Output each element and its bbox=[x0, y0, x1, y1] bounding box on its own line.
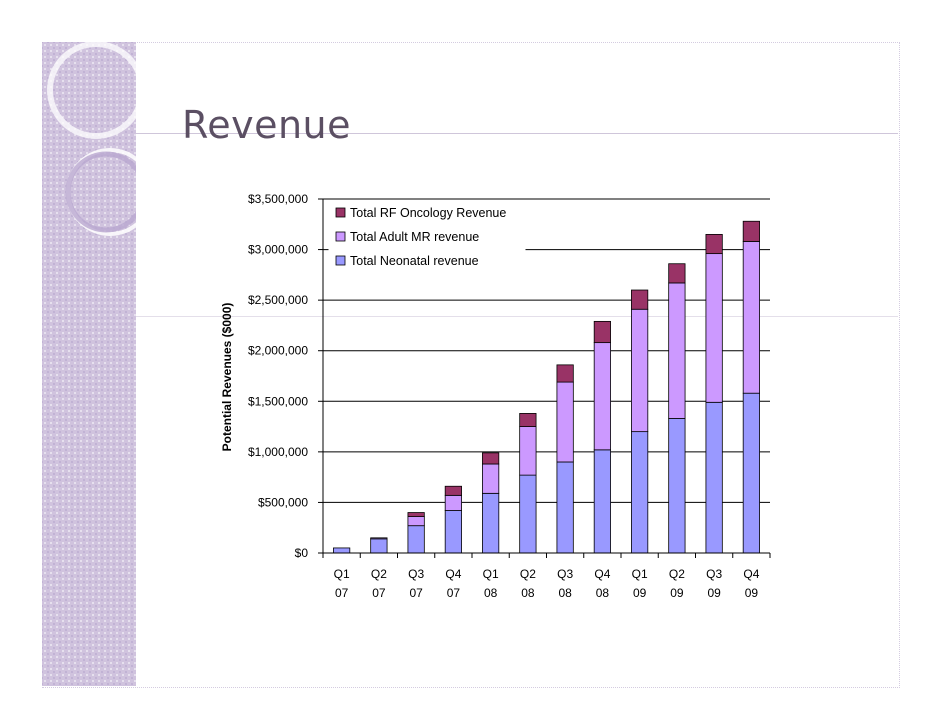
y-axis-title: Potential Revenues ($000) bbox=[220, 303, 234, 452]
legend-label: Total RF Oncology Revenue bbox=[350, 206, 506, 220]
x-tick-label: 08 bbox=[596, 586, 610, 600]
x-tick-label: Q2 bbox=[520, 567, 536, 581]
decorative-side-panel bbox=[42, 42, 136, 686]
legend-swatch bbox=[335, 255, 346, 266]
bar-segment-adult-mr bbox=[668, 282, 686, 419]
x-tick-label: 08 bbox=[521, 586, 535, 600]
bar-segment-adult-mr bbox=[519, 426, 537, 476]
bar-segment-rf-oncology bbox=[444, 485, 462, 496]
x-tick-label: 09 bbox=[633, 586, 647, 600]
decorative-divider-line bbox=[136, 316, 898, 317]
x-tick-label: Q3 bbox=[408, 567, 424, 581]
x-tick-label: 09 bbox=[670, 586, 684, 600]
bar-segment-adult-mr bbox=[482, 463, 500, 494]
bar-segment-adult-mr bbox=[631, 308, 649, 433]
legend-label: Total Adult MR revenue bbox=[350, 230, 479, 244]
bar-segment-adult-mr bbox=[705, 253, 723, 403]
bar-segment-adult-mr bbox=[444, 494, 462, 511]
x-tick-label: Q1 bbox=[632, 567, 648, 581]
y-tick-label: $3,000,000 bbox=[248, 243, 308, 257]
y-tick-label: $2,000,000 bbox=[248, 344, 308, 358]
x-tick-label: 07 bbox=[409, 586, 423, 600]
bar-segment-rf-oncology bbox=[742, 220, 760, 242]
bar-segment-rf-oncology bbox=[519, 413, 537, 427]
bar-segment-rf-oncology bbox=[631, 289, 649, 310]
x-tick-label: 07 bbox=[335, 586, 349, 600]
x-tick-label: Q4 bbox=[743, 567, 759, 581]
bar-segment-adult-mr bbox=[407, 516, 425, 527]
x-tick-label: 08 bbox=[558, 586, 572, 600]
bar-segment-neonatal bbox=[482, 492, 500, 554]
y-tick-label: $0 bbox=[295, 546, 309, 560]
decorative-circles bbox=[47, 42, 136, 236]
bar-segment-rf-oncology bbox=[593, 320, 611, 344]
legend-swatch bbox=[335, 207, 346, 218]
x-tick-label: Q4 bbox=[445, 567, 461, 581]
y-tick-label: $3,500,000 bbox=[248, 192, 308, 206]
bar-segment-neonatal bbox=[631, 431, 649, 554]
legend-swatch bbox=[335, 231, 346, 242]
x-tick-label: Q3 bbox=[557, 567, 573, 581]
y-tick-label: $500,000 bbox=[258, 495, 308, 509]
bar-segment-neonatal bbox=[556, 461, 574, 554]
bar-segment-neonatal bbox=[519, 474, 537, 554]
y-tick-label: $2,500,000 bbox=[248, 293, 308, 307]
bar-segment-neonatal bbox=[370, 538, 388, 554]
bar-segment-adult-mr bbox=[593, 342, 611, 451]
x-tick-label: 07 bbox=[447, 586, 461, 600]
y-tick-label: $1,000,000 bbox=[248, 445, 308, 459]
x-tick-label: Q4 bbox=[594, 567, 610, 581]
bar-segment-rf-oncology bbox=[705, 233, 723, 255]
bar-segment-neonatal bbox=[593, 449, 611, 554]
bar-segment-neonatal bbox=[705, 401, 723, 554]
bar-segment-neonatal bbox=[444, 510, 462, 554]
y-tick-label: $1,500,000 bbox=[248, 394, 308, 408]
bar-segment-rf-oncology bbox=[407, 512, 425, 517]
x-tick-label: 09 bbox=[745, 586, 759, 600]
bar-segment-adult-mr bbox=[370, 537, 388, 540]
legend-label: Total Neonatal revenue bbox=[350, 254, 479, 268]
x-tick-label: Q1 bbox=[334, 567, 350, 581]
title-divider-line bbox=[136, 133, 898, 134]
slide-title: Revenue bbox=[182, 103, 351, 147]
bar-segment-rf-oncology bbox=[482, 452, 500, 465]
x-tick-label: Q1 bbox=[483, 567, 499, 581]
bar-segment-neonatal bbox=[333, 547, 351, 554]
bar-segment-neonatal bbox=[407, 525, 425, 554]
x-tick-label: Q2 bbox=[669, 567, 685, 581]
legend-box bbox=[328, 200, 526, 272]
x-tick-label: Q2 bbox=[371, 567, 387, 581]
bar-segment-neonatal bbox=[668, 418, 686, 554]
bar-segment-neonatal bbox=[742, 392, 760, 554]
x-tick-label: 08 bbox=[484, 586, 498, 600]
bar-segment-rf-oncology bbox=[668, 263, 686, 284]
x-tick-label: 07 bbox=[372, 586, 386, 600]
bar-segment-adult-mr bbox=[556, 381, 574, 463]
legend: Total RF Oncology Revenue Total Adult MR … bbox=[328, 200, 526, 272]
bar-segment-adult-mr bbox=[742, 241, 760, 394]
x-tick-label: 09 bbox=[707, 586, 721, 600]
x-tick-label: Q3 bbox=[706, 567, 722, 581]
bar-segment-rf-oncology bbox=[556, 364, 574, 383]
